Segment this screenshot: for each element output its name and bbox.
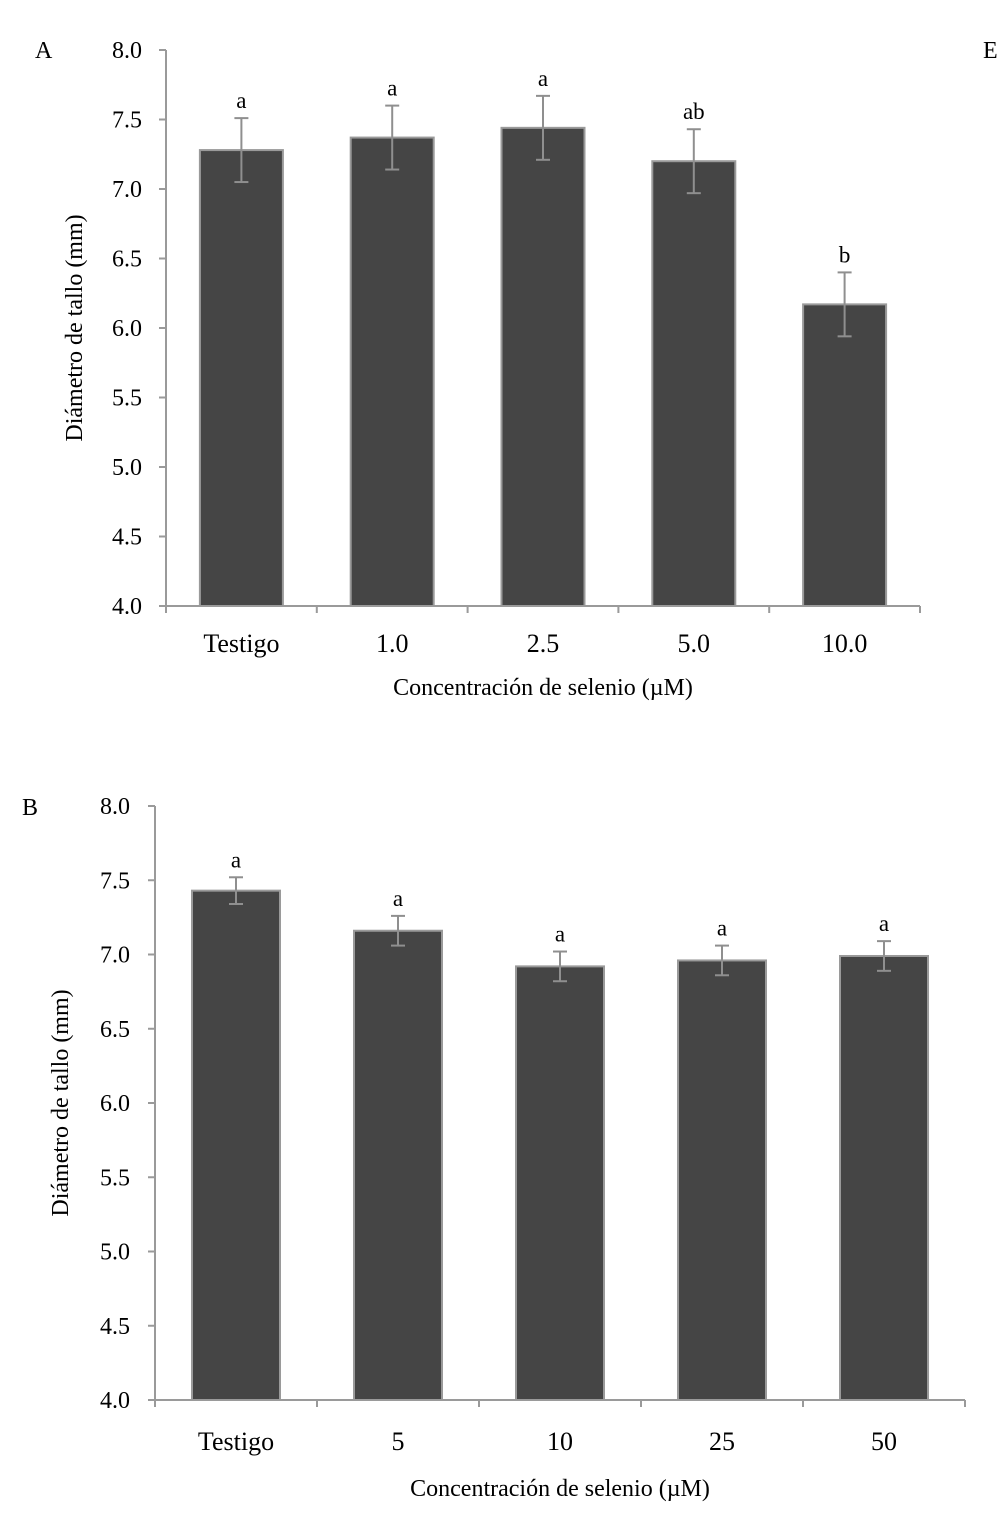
y-tick-label: 7.0 bbox=[100, 943, 130, 969]
y-tick-label: 7.5 bbox=[112, 108, 142, 134]
y-tick-label: 5.0 bbox=[100, 1240, 130, 1266]
x-tick-label: 10.0 bbox=[822, 629, 868, 658]
x-tick-label: 2.5 bbox=[527, 629, 560, 658]
y-tick-label: 6.0 bbox=[100, 1091, 130, 1117]
x-tick-label: Testigo bbox=[203, 629, 279, 658]
error-bar bbox=[391, 914, 405, 947]
y-tick-label: 4.0 bbox=[100, 1388, 130, 1414]
x-tick-label: 5 bbox=[392, 1427, 405, 1456]
y-tick-label: 8.0 bbox=[112, 38, 142, 64]
bar-1-0 bbox=[349, 136, 435, 607]
significance-letter: a bbox=[555, 922, 565, 947]
x-tick-label: Testigo bbox=[198, 1427, 274, 1456]
y-tick-label: 5.5 bbox=[112, 386, 142, 412]
y-axis-title: Diámetro de tallo (mm) bbox=[48, 989, 74, 1216]
significance-letter: ab bbox=[683, 99, 705, 124]
x-axis-title: Concentración de selenio (µM) bbox=[410, 1476, 710, 1502]
y-tick-label: 6.5 bbox=[100, 1017, 130, 1043]
x-tick-label: 10 bbox=[547, 1427, 573, 1456]
significance-letter: a bbox=[879, 911, 889, 936]
bar-2-5 bbox=[500, 126, 586, 607]
error-bar bbox=[553, 950, 567, 983]
significance-letter: a bbox=[387, 76, 397, 101]
x-tick-label: 50 bbox=[871, 1427, 897, 1456]
y-tick-label: 6.5 bbox=[112, 247, 142, 273]
error-bar bbox=[686, 128, 701, 195]
significance-letter: b bbox=[839, 242, 851, 267]
y-tick-label: 4.5 bbox=[100, 1314, 130, 1340]
y-tick-label: 6.0 bbox=[112, 316, 142, 342]
bar-10-0 bbox=[802, 303, 888, 607]
significance-letter: a bbox=[717, 916, 727, 941]
error-bar bbox=[715, 944, 729, 977]
chart-panel-a: A 4.0 4.5 5.0 5.5 6.0 6.5 7.0 7.5 8.0 a Testigo a 1.… bbox=[35, 38, 921, 701]
x-axis-title: Concentración de selenio (µM) bbox=[393, 675, 693, 701]
y-tick-label: 5.5 bbox=[100, 1165, 130, 1191]
panel-letter-a: A bbox=[35, 38, 53, 64]
bar-50 bbox=[839, 954, 929, 1401]
significance-letter: a bbox=[231, 847, 241, 872]
error-bar bbox=[877, 940, 891, 972]
y-tick-label: 7.0 bbox=[112, 177, 142, 203]
error-bar bbox=[536, 94, 550, 161]
cropped-panel-letter: E bbox=[983, 38, 998, 64]
error-bar bbox=[234, 117, 249, 184]
error-bar bbox=[385, 104, 400, 171]
bar-25 bbox=[677, 959, 767, 1401]
y-tick-label: 4.5 bbox=[112, 525, 142, 551]
significance-letter: a bbox=[538, 66, 548, 91]
x-tick-label: 5.0 bbox=[678, 629, 711, 658]
bar-10 bbox=[515, 965, 605, 1401]
y-axis-title: Diámetro de tallo (mm) bbox=[62, 214, 88, 441]
bar-5 bbox=[353, 929, 443, 1401]
error-bar bbox=[837, 271, 852, 338]
chart-panel-b: B 4.0 4.5 5.0 5.5 6.0 6.5 7.0 7.5 8.0 a Testigo a 5 a… bbox=[22, 794, 966, 1502]
bar-5-0 bbox=[651, 160, 737, 607]
bar-testigo bbox=[191, 889, 281, 1402]
error-bar bbox=[229, 876, 243, 906]
panel-letter-b: B bbox=[22, 795, 38, 821]
x-tick-label: 25 bbox=[709, 1427, 735, 1456]
significance-letter: a bbox=[393, 886, 403, 911]
significance-letter: a bbox=[236, 88, 246, 113]
x-tick-label: 1.0 bbox=[376, 629, 409, 658]
y-tick-label: 8.0 bbox=[100, 794, 130, 820]
bar-testigo bbox=[198, 149, 284, 608]
y-tick-label: 4.0 bbox=[112, 594, 142, 620]
y-tick-label: 5.0 bbox=[112, 455, 142, 481]
y-tick-label: 7.5 bbox=[100, 868, 130, 894]
